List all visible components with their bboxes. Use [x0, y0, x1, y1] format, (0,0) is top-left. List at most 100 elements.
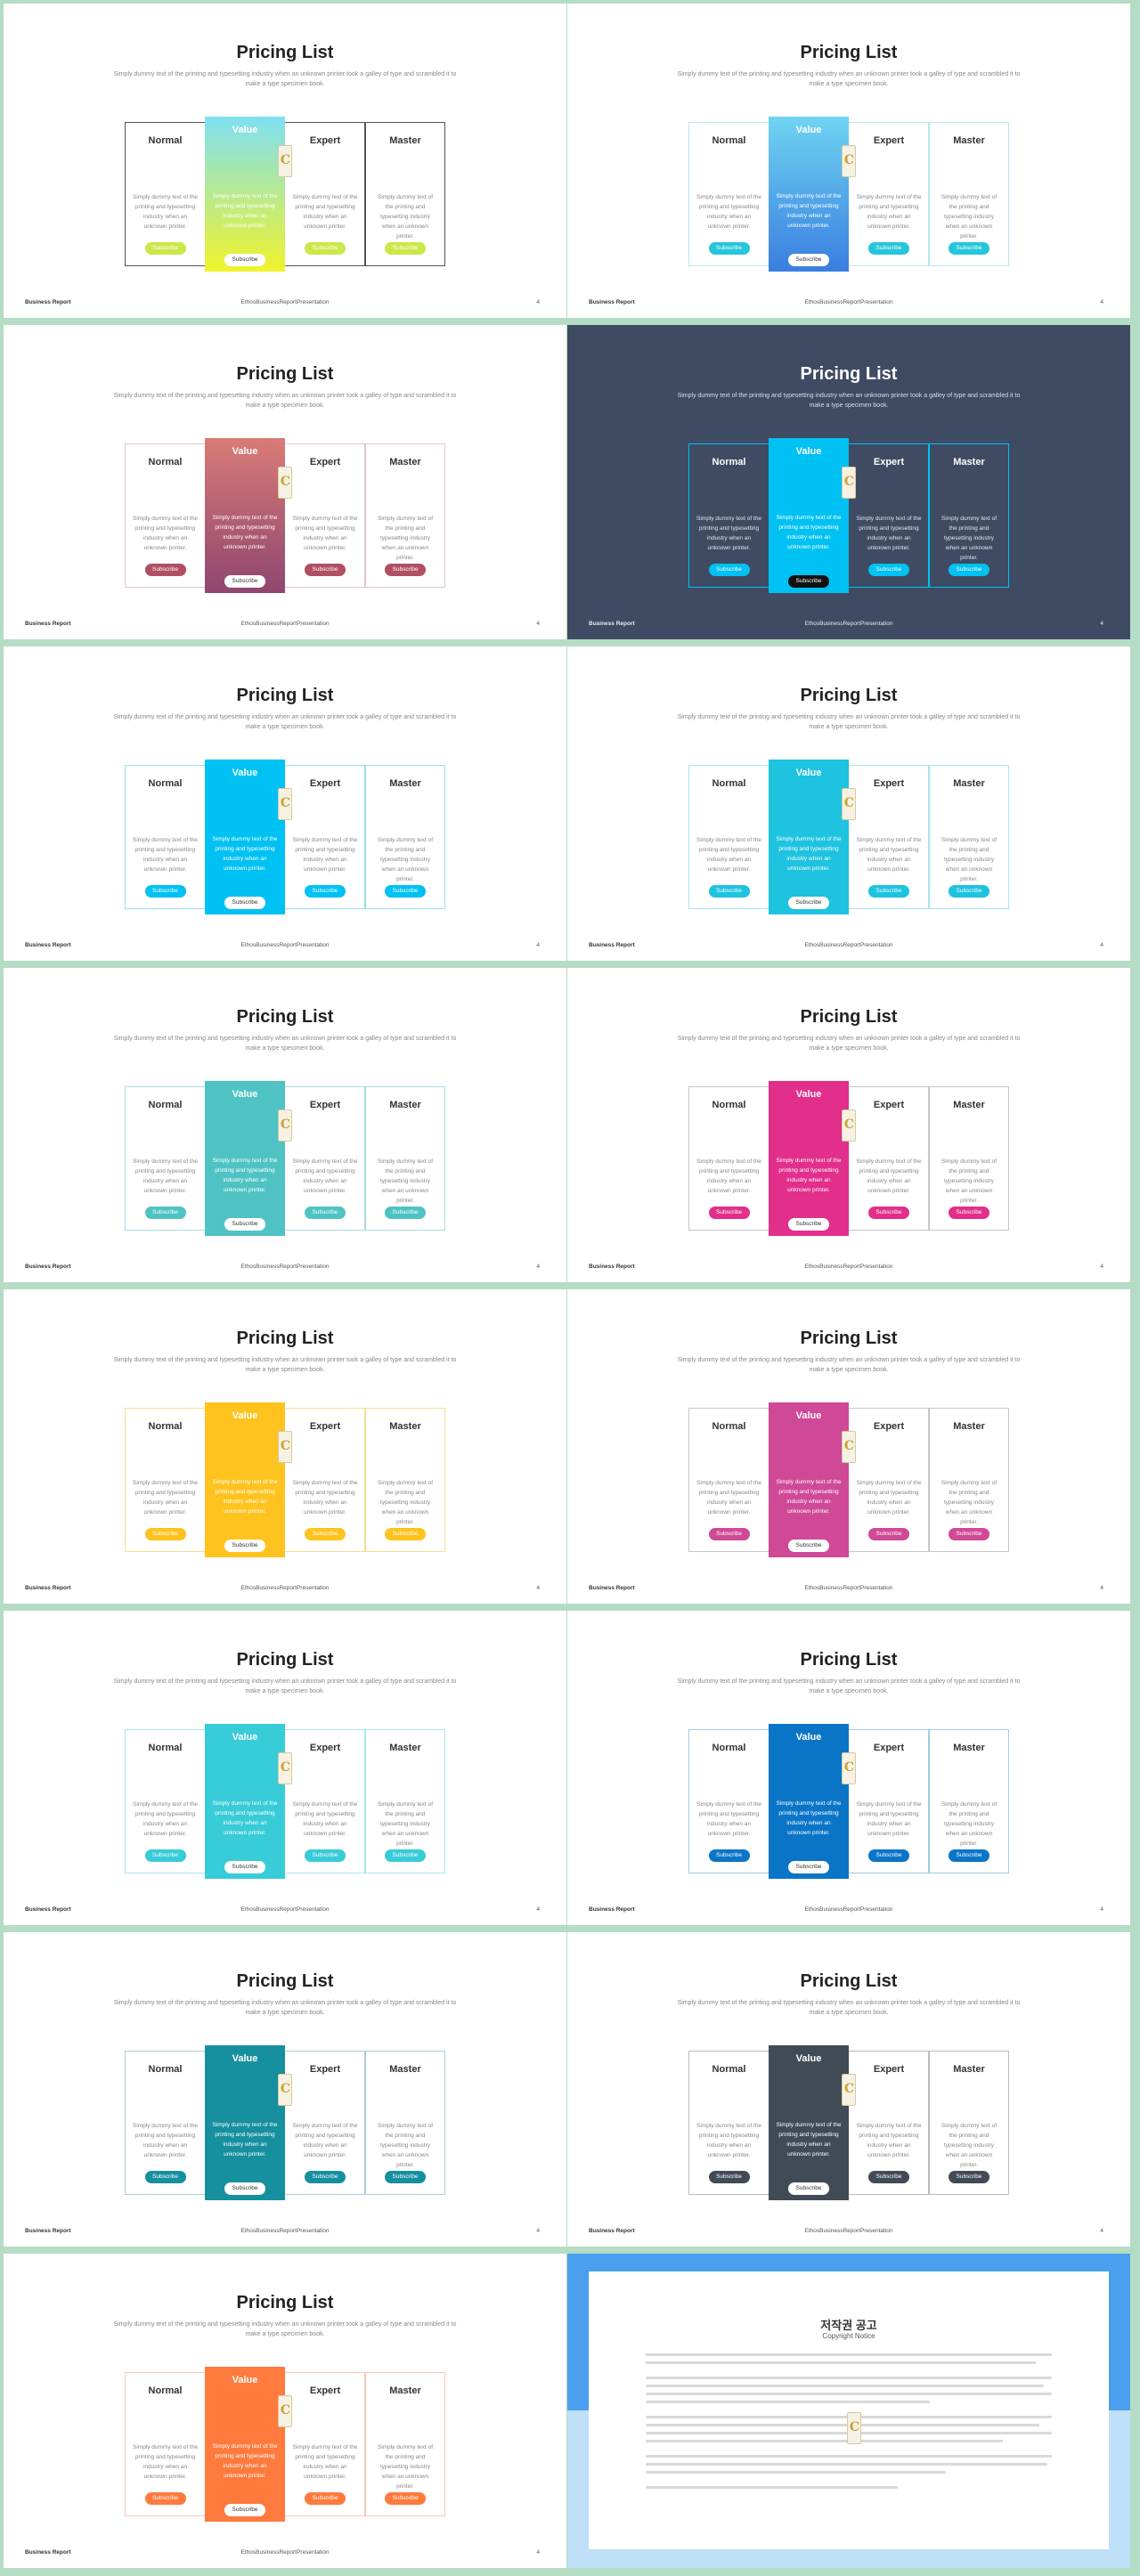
subscribe-button[interactable]: Subscribe: [305, 1528, 346, 1540]
subscribe-button[interactable]: Subscribe: [144, 885, 186, 898]
subscribe-button[interactable]: Subscribe: [708, 242, 750, 255]
plan-description: Simply dummy text of the printing and ty…: [212, 1479, 278, 1515]
slide-title: Pricing List: [236, 686, 334, 705]
subscribe-button[interactable]: Subscribe: [788, 254, 829, 266]
footer-page-number: 4: [1100, 1264, 1103, 1270]
plan-description: Simply dummy text of the printing and ty…: [292, 2123, 358, 2158]
copyright-slide[interactable]: 저작권 공고 Copyright Notice: [567, 2254, 1130, 2568]
subscribe-button[interactable]: Subscribe: [949, 1849, 989, 1862]
subscribe-button[interactable]: Subscribe: [385, 1528, 426, 1540]
subscribe-button[interactable]: Subscribe: [949, 2171, 989, 2183]
plan-description: Simply dummy text of the printing and ty…: [856, 194, 922, 230]
plan-description: Simply dummy text of the printing and ty…: [212, 1800, 278, 1836]
subscribe-button[interactable]: Subscribe: [224, 1218, 265, 1231]
subscribe-button[interactable]: Subscribe: [708, 564, 750, 576]
pricing-slide-7[interactable]: Pricing List Simply dummy text of the pr…: [4, 968, 566, 1282]
plan-name: Master: [389, 778, 421, 789]
plan-name: Normal: [712, 778, 746, 789]
footer-page-number: 4: [536, 299, 540, 305]
subscribe-button[interactable]: Subscribe: [385, 564, 426, 576]
pricing-slide-2[interactable]: Pricing List Simply dummy text of the pr…: [567, 4, 1130, 318]
plan-card-normal: Normal Simply dummy text of the printing…: [125, 1729, 205, 1873]
subscribe-button[interactable]: Subscribe: [144, 2171, 186, 2183]
subscribe-button[interactable]: Subscribe: [385, 2171, 426, 2183]
slide-title: Pricing List: [236, 43, 334, 62]
subscribe-button[interactable]: Subscribe: [949, 564, 989, 576]
pricing-slide-9[interactable]: Pricing List Simply dummy text of the pr…: [4, 1289, 566, 1604]
subscribe-button[interactable]: Subscribe: [868, 564, 909, 576]
subscribe-button[interactable]: Subscribe: [385, 1849, 426, 1862]
subscribe-button[interactable]: Subscribe: [144, 1849, 186, 1862]
subscribe-button[interactable]: Subscribe: [224, 254, 265, 266]
subscribe-button[interactable]: Subscribe: [144, 1207, 186, 1219]
subscribe-button[interactable]: Subscribe: [868, 1849, 909, 1862]
subscribe-button[interactable]: Subscribe: [868, 1528, 909, 1540]
subscribe-button[interactable]: Subscribe: [224, 897, 265, 909]
pricing-slide-15[interactable]: Pricing List Simply dummy text of the pr…: [4, 2254, 566, 2568]
pricing-slide-12[interactable]: Pricing List Simply dummy text of the pr…: [567, 1611, 1130, 1925]
subscribe-button[interactable]: Subscribe: [949, 1207, 989, 1219]
plan-card-master: Master Simply dummy text of the printing…: [365, 1408, 445, 1552]
plan-description: Simply dummy text of the printing and ty…: [212, 836, 278, 872]
subscribe-button[interactable]: Subscribe: [305, 2492, 346, 2505]
footer-report-label: Business Report: [589, 1585, 635, 1591]
plan-description: Simply dummy text of the printing and ty…: [377, 1158, 434, 1204]
subscribe-button[interactable]: Subscribe: [949, 1528, 989, 1540]
plan-card-expert: Expert Simply dummy text of the printing…: [849, 1086, 929, 1231]
subscribe-button[interactable]: Subscribe: [708, 2171, 750, 2183]
subscribe-button[interactable]: Subscribe: [224, 1540, 265, 1552]
pricing-slide-11[interactable]: Pricing List Simply dummy text of the pr…: [4, 1611, 566, 1925]
subscribe-button[interactable]: Subscribe: [224, 2182, 265, 2195]
pricing-slide-4[interactable]: Pricing List Simply dummy text of the pr…: [567, 325, 1130, 639]
subscribe-button[interactable]: Subscribe: [385, 1207, 426, 1219]
pricing-slide-3[interactable]: Pricing List Simply dummy text of the pr…: [4, 325, 566, 639]
subscribe-button[interactable]: Subscribe: [144, 2492, 186, 2505]
subscribe-button[interactable]: Subscribe: [788, 897, 829, 909]
plan-description: Simply dummy text of the printing and ty…: [776, 2122, 842, 2158]
subscribe-button[interactable]: Subscribe: [305, 1849, 346, 1862]
subscribe-button[interactable]: Subscribe: [949, 242, 989, 255]
subscribe-button[interactable]: Subscribe: [144, 242, 186, 255]
subscribe-button[interactable]: Subscribe: [788, 575, 829, 588]
subscribe-button[interactable]: Subscribe: [305, 885, 346, 898]
subscribe-button[interactable]: Subscribe: [385, 885, 426, 898]
footer-page-number: 4: [536, 621, 540, 627]
subscribe-button[interactable]: Subscribe: [305, 242, 346, 255]
slide-title: Pricing List: [236, 1971, 334, 1991]
subscribe-button[interactable]: Subscribe: [224, 575, 265, 588]
subscribe-button[interactable]: Subscribe: [949, 885, 989, 898]
subscribe-button[interactable]: Subscribe: [788, 2182, 829, 2195]
subscribe-button[interactable]: Subscribe: [224, 2504, 265, 2516]
subscribe-button[interactable]: Subscribe: [385, 242, 426, 255]
subscribe-button[interactable]: Subscribe: [708, 885, 750, 898]
plan-description: Simply dummy text of the printing and ty…: [696, 1158, 761, 1194]
subscribe-button[interactable]: Subscribe: [708, 1528, 750, 1540]
subscribe-button[interactable]: Subscribe: [305, 1207, 346, 1219]
pricing-slide-6[interactable]: Pricing List Simply dummy text of the pr…: [567, 646, 1130, 961]
pricing-slide-8[interactable]: Pricing List Simply dummy text of the pr…: [567, 968, 1130, 1282]
subscribe-button[interactable]: Subscribe: [224, 1861, 265, 1873]
subscribe-button[interactable]: Subscribe: [868, 885, 909, 898]
subscribe-button[interactable]: Subscribe: [305, 2171, 346, 2183]
notice-text-line: [646, 2401, 931, 2403]
subscribe-button[interactable]: Subscribe: [385, 2492, 426, 2505]
subscribe-button[interactable]: Subscribe: [708, 1207, 750, 1219]
pricing-slide-13[interactable]: Pricing List Simply dummy text of the pr…: [4, 1932, 566, 2247]
pricing-slide-5[interactable]: Pricing List Simply dummy text of the pr…: [4, 646, 566, 961]
subscribe-button[interactable]: Subscribe: [868, 2171, 909, 2183]
pricing-slide-14[interactable]: Pricing List Simply dummy text of the pr…: [567, 1932, 1130, 2247]
subscribe-button[interactable]: Subscribe: [305, 564, 346, 576]
pricing-slide-1[interactable]: Pricing List Simply dummy text of the pr…: [4, 4, 566, 318]
subscribe-button[interactable]: Subscribe: [868, 1207, 909, 1219]
subscribe-button[interactable]: Subscribe: [788, 1861, 829, 1873]
subscribe-button[interactable]: Subscribe: [868, 242, 909, 255]
pricing-slide-10[interactable]: Pricing List Simply dummy text of the pr…: [567, 1289, 1130, 1604]
subscribe-button[interactable]: Subscribe: [708, 1849, 750, 1862]
subscribe-button[interactable]: Subscribe: [788, 1540, 829, 1552]
subscribe-button[interactable]: Subscribe: [144, 564, 186, 576]
plan-name: Expert: [873, 2064, 905, 2075]
subscribe-button[interactable]: Subscribe: [144, 1528, 186, 1540]
plan-description: Simply dummy text of the printing and ty…: [776, 1800, 842, 1836]
plan-description: Simply dummy text of the printing and ty…: [377, 1801, 434, 1847]
subscribe-button[interactable]: Subscribe: [788, 1218, 829, 1231]
